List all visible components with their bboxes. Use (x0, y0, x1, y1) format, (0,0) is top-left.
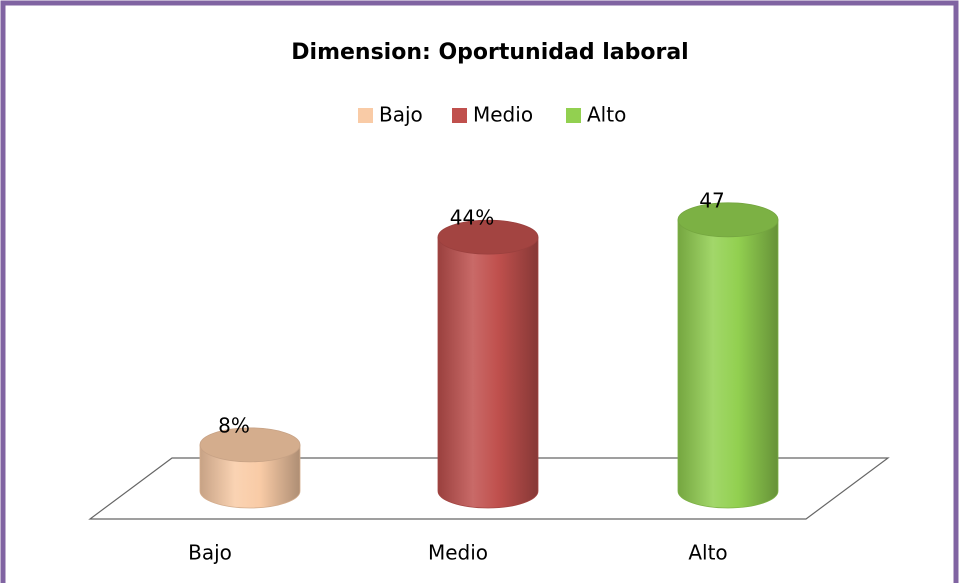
cylinder (199, 427, 301, 509)
x-tick-label: Bajo (188, 541, 232, 565)
cylinder-top (437, 219, 539, 255)
legend-swatch (566, 108, 581, 123)
cylinder (677, 202, 779, 509)
value-label: 44% (450, 206, 494, 230)
cylinder-body (437, 236, 539, 509)
legend-swatch (452, 108, 467, 123)
legend-label: Medio (473, 103, 533, 127)
cylinder (437, 219, 539, 509)
legend-swatch (358, 108, 373, 123)
x-tick-label: Alto (688, 541, 727, 565)
value-label: 47 (699, 188, 724, 212)
cylinder-body (199, 444, 301, 509)
cylinder-top (677, 202, 779, 238)
value-label: 8% (218, 413, 250, 437)
cylinder-top (199, 427, 301, 463)
chart-title: Dimension: Oportunidad laboral (291, 40, 688, 65)
legend-label: Alto (587, 103, 626, 127)
legend: Bajo Medio Alto (358, 103, 626, 127)
x-tick-label: Medio (428, 541, 488, 565)
cylinder-body (677, 219, 779, 509)
legend-label: Bajo (379, 103, 423, 127)
plot: 8% Bajo 44% Medio 47 Alto (188, 188, 779, 565)
